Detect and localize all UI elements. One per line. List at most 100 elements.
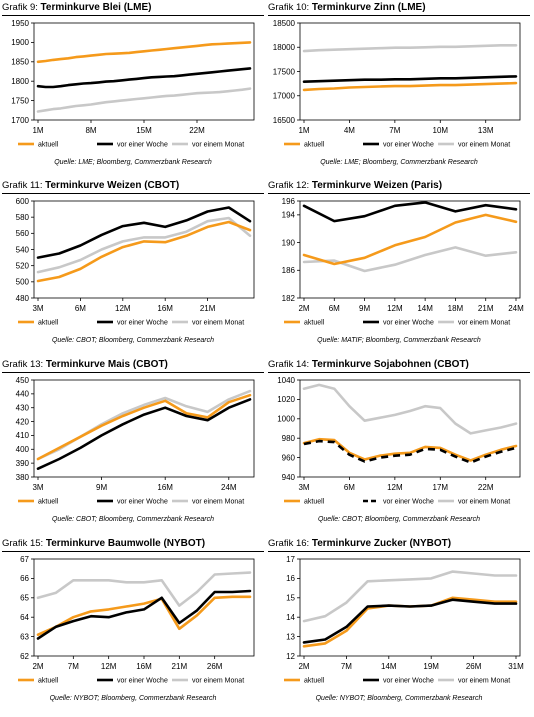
figure-number: Grafik 14:	[268, 359, 312, 370]
chart-title: Grafik 9: Terminkurve Blei (LME)	[2, 2, 152, 14]
series-line-vor-einer-woche	[36, 206, 252, 259]
y-tick-label: 63	[20, 632, 29, 641]
y-tick-label: 196	[282, 197, 296, 206]
chart-title: Grafik 13: Terminkurve Mais (CBOT)	[2, 359, 168, 371]
y-tick-label: 560	[16, 229, 30, 238]
series-line-vor-einem-monat	[36, 87, 252, 113]
x-tick-label: 1M	[32, 126, 43, 135]
figure-name: Terminkurve Zucker (NYBOT)	[311, 538, 452, 549]
x-tick-label: 7M	[68, 662, 79, 671]
x-tick-label: 3M	[298, 483, 309, 492]
x-tick-label: 31M	[508, 662, 524, 671]
x-tick-label: 12M	[101, 662, 117, 671]
y-tick-label: 1950	[11, 19, 29, 28]
series-line-vor-einer-woche	[303, 439, 517, 464]
y-tick-label: 18500	[273, 19, 296, 28]
x-tick-label: 17M	[433, 483, 449, 492]
chart-title: Grafik 14: Terminkurve Sojabohnen (CBOT)	[268, 359, 469, 371]
series-line-vor-einem-monat	[36, 389, 252, 461]
legend-label: vor einem Monat	[192, 499, 244, 506]
x-tick-label: 19M	[423, 662, 439, 671]
chart-title: Grafik 16: Terminkurve Zucker (NYBOT)	[268, 538, 451, 550]
legend-label: aktuell	[38, 499, 59, 506]
series-line-aktuell	[302, 213, 518, 266]
y-tick-label: 66	[20, 574, 29, 583]
x-tick-label: 15M	[136, 126, 152, 135]
series-line-vor-einem-monat	[302, 570, 518, 623]
y-tick-label: 1000	[277, 415, 295, 424]
series-line-aktuell	[36, 220, 252, 283]
x-tick-label: 24M	[221, 483, 237, 492]
line-chart: 12 13 14 15 16 17 2M 7M 14M 19M 26M 31M aktuell vor e…	[284, 555, 524, 685]
legend-label: vor einer Woche	[117, 499, 168, 506]
title-rule	[2, 551, 264, 552]
x-tick-label: 21M	[200, 304, 216, 313]
chart-panel: Grafik 16: Terminkurve Zucker (NYBOT) 12 1…	[268, 538, 530, 716]
series-line-vor-einer-woche	[302, 75, 518, 83]
chart-panel: Grafik 10: Terminkurve Zinn (LME) 16500 17…	[268, 2, 530, 180]
x-tick-label: 26M	[207, 662, 223, 671]
source-note: Quelle: CBOT; Bloomberg, Commerzbank Res…	[51, 516, 215, 523]
title-rule	[268, 193, 530, 194]
x-tick-label: 22M	[189, 126, 205, 135]
y-tick-label: 1850	[11, 58, 29, 67]
plot-frame	[299, 22, 521, 121]
y-tick-label: 540	[16, 245, 30, 254]
line-chart: 182 186 190 194 196 2M 6M 9M 12M 14M 18M 21M 24M aktu…	[282, 197, 524, 327]
x-tick-label: 6M	[75, 304, 86, 313]
y-tick-label: 13	[286, 632, 295, 641]
series-line-vor-einem-monat	[36, 216, 252, 274]
figure-name: Terminkurve Baumwolle (NYBOT)	[45, 538, 206, 549]
series-line-vor-einem-monat	[302, 246, 518, 273]
legend-label: aktuell	[304, 499, 325, 506]
title-rule	[2, 193, 264, 194]
x-tick-label: 3M	[32, 304, 43, 313]
x-tick-label: 14M	[381, 662, 397, 671]
y-tick-label: 67	[20, 555, 29, 564]
x-tick-label: 16M	[157, 483, 173, 492]
x-tick-label: 4M	[344, 126, 355, 135]
title-rule	[268, 551, 530, 552]
source-note: Quelle: NYBOT; Bloomberg, Commerzbank Re…	[315, 695, 483, 702]
x-tick-label: 6M	[344, 483, 355, 492]
series-line-vor-einer-woche	[36, 398, 252, 470]
plot-frame	[299, 200, 521, 299]
chart-title: Grafik 10: Terminkurve Zinn (LME)	[268, 2, 426, 14]
x-tick-label: 14M	[417, 304, 433, 313]
legend-label: vor einem Monat	[192, 678, 244, 685]
x-tick-label: 22M	[478, 483, 494, 492]
x-tick-label: 13M	[478, 126, 494, 135]
x-tick-label: 18M	[448, 304, 464, 313]
legend-label: vor einem Monat	[458, 678, 510, 685]
legend-label: vor einem Monat	[192, 320, 244, 327]
source-note: Quelle: CBOT; Bloomberg, Commerzbank Res…	[51, 337, 215, 344]
figure-number: Grafik 16:	[268, 538, 312, 549]
legend-label: aktuell	[304, 678, 325, 685]
x-tick-label: 12M	[115, 304, 131, 313]
x-tick-label: 12M	[387, 483, 403, 492]
plot-frame	[299, 379, 521, 478]
series-line-vor-einem-monat	[302, 43, 518, 53]
y-tick-label: 15	[286, 594, 295, 603]
chart-panel: Grafik 12: Terminkurve Weizen (Paris) 182…	[268, 180, 530, 358]
x-tick-label: 8M	[85, 126, 96, 135]
plot-frame	[299, 558, 521, 657]
y-tick-label: 182	[282, 294, 296, 303]
line-chart: 1700 1750 1800 1850 1900 1950 1M 8M 15M 22M aktuel…	[11, 19, 255, 149]
y-tick-label: 62	[20, 652, 29, 661]
y-tick-label: 450	[16, 376, 30, 385]
x-tick-label: 26M	[466, 662, 482, 671]
x-tick-label: 2M	[32, 662, 43, 671]
source-note: Quelle: NYBOT; Bloomberg, Commerzbank Re…	[49, 695, 217, 702]
legend-label: vor einer Woche	[383, 320, 434, 327]
x-tick-label: 2M	[298, 662, 309, 671]
chart-title: Grafik 12: Terminkurve Weizen (Paris)	[268, 180, 442, 192]
title-rule	[2, 15, 264, 16]
y-tick-label: 400	[16, 445, 30, 454]
source-note: Quelle: CBOT; Bloomberg, Commerzbank Res…	[317, 516, 481, 523]
chart-panel: Grafik 14: Terminkurve Sojabohnen (CBOT)…	[268, 359, 530, 537]
y-tick-label: 960	[282, 453, 296, 462]
x-tick-label: 7M	[389, 126, 400, 135]
x-tick-label: 21M	[172, 662, 188, 671]
y-tick-label: 17	[286, 555, 295, 564]
